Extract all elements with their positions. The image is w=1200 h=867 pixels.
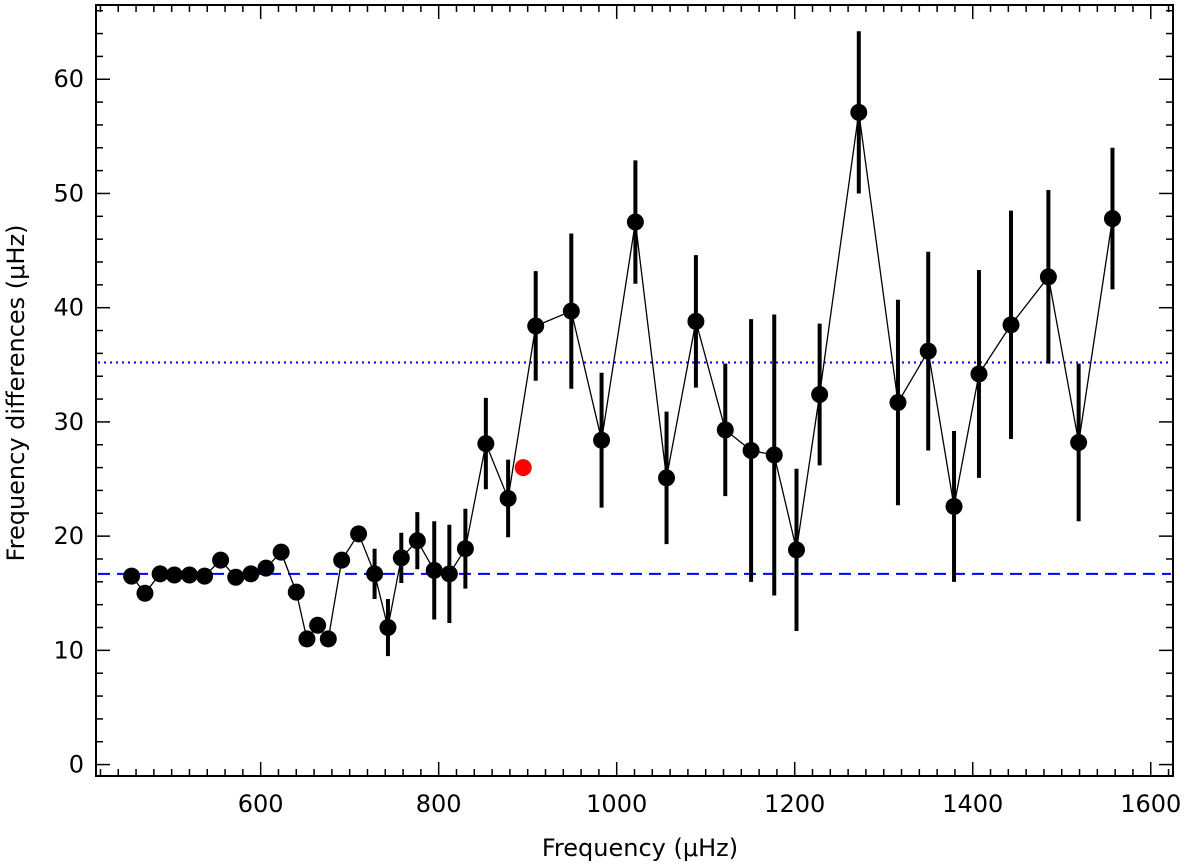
data-point <box>742 441 760 459</box>
data-point <box>180 566 198 584</box>
red-data-point <box>514 459 532 477</box>
data-point <box>151 565 169 583</box>
data-point <box>527 317 545 335</box>
data-point <box>212 551 230 569</box>
x-tick-label: 1600 <box>1120 790 1181 818</box>
y-axis-label: Frequency differences (μHz) <box>2 225 30 562</box>
y-tick-label: 40 <box>53 294 84 322</box>
data-point <box>626 213 644 231</box>
x-tick-label: 1000 <box>586 790 647 818</box>
x-tick-label: 1400 <box>942 790 1003 818</box>
x-tick-label: 600 <box>238 790 284 818</box>
data-point <box>1070 433 1088 451</box>
data-point <box>456 540 474 558</box>
data-point <box>319 630 337 648</box>
data-point <box>298 630 316 648</box>
data-point <box>687 312 705 330</box>
data-point <box>392 549 410 567</box>
data-point <box>440 565 458 583</box>
data-point <box>123 567 141 585</box>
data-point <box>287 583 305 601</box>
data-point <box>850 103 868 121</box>
data-point <box>945 497 963 515</box>
y-tick-label: 10 <box>53 636 84 664</box>
x-axis-label: Frequency (μHz) <box>542 834 738 862</box>
data-point <box>970 365 988 383</box>
x-tick-label: 800 <box>416 790 462 818</box>
data-point <box>889 393 907 411</box>
data-point <box>379 619 397 637</box>
data-point <box>716 421 734 439</box>
data-point <box>477 435 495 453</box>
data-point <box>919 342 937 360</box>
data-point <box>257 559 275 577</box>
plot-area: 600 800 1000 1200 1400 1600 0 10 20 30 40 50 60 <box>53 4 1181 818</box>
data-point <box>136 584 154 602</box>
data-point <box>425 561 443 579</box>
data-point <box>658 469 676 487</box>
data-point <box>350 525 368 543</box>
data-point <box>562 302 580 320</box>
data-point <box>1002 316 1020 334</box>
data-point <box>242 565 260 583</box>
data-point <box>408 532 426 550</box>
x-tick-label: 1200 <box>764 790 825 818</box>
data-point <box>1103 210 1121 228</box>
y-tick-label: 0 <box>69 751 84 779</box>
data-point <box>227 568 245 586</box>
data-point <box>593 431 611 449</box>
data-point <box>499 489 517 507</box>
data-point <box>196 567 214 585</box>
y-tick-label: 50 <box>53 179 84 207</box>
data-point <box>1039 268 1057 286</box>
data-point <box>333 551 351 569</box>
data-point <box>309 616 327 634</box>
data-point <box>272 543 290 561</box>
y-tick-label: 30 <box>53 408 84 436</box>
data-point <box>787 541 805 559</box>
data-point <box>811 385 829 403</box>
y-tick-label: 20 <box>53 522 84 550</box>
data-point <box>366 565 384 583</box>
y-tick-label: 60 <box>53 65 84 93</box>
data-point <box>165 566 183 584</box>
data-point <box>765 446 783 464</box>
